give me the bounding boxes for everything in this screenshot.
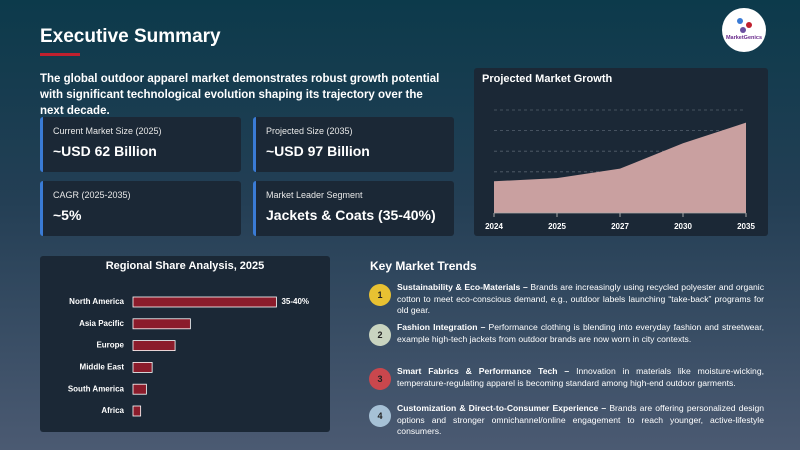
area-chart: Projected Market Growth 2024 2025 2027 2030… (474, 68, 768, 236)
intro: The global outdoor apparel market demons… (40, 73, 440, 117)
stat-label: Market Leader Segment (266, 190, 363, 200)
trend-title: Fashion Integration – (397, 322, 486, 332)
trend-number: 3 (369, 368, 391, 390)
trend-item: Sustainability & Eco-Materials – Brands … (397, 282, 764, 317)
y-tick-label: Asia Pacific (79, 319, 124, 328)
stat-card: Market Leader Segment Jackets & Coats (35… (253, 181, 454, 236)
y-tick-label: Europe (96, 341, 124, 350)
trend-title: Customization & Direct-to-Consumer Exper… (397, 403, 607, 413)
trend-number: 4 (369, 405, 391, 427)
trend-text: Performance clothing is blending into ev… (397, 322, 764, 344)
bar (132, 405, 142, 417)
logo-icon (737, 18, 752, 33)
trend-text: Innovation in materials like moisture-wi… (397, 366, 764, 388)
y-tick-label: Middle East (80, 363, 125, 372)
bar-chart: Regional Share Analysis, 2025 North Amer… (40, 256, 330, 432)
trend-item: Smart Fabrics & Performance Tech – Innov… (397, 366, 764, 389)
x-tick-label: 2027 (611, 222, 629, 231)
y-tick-label: South America (68, 384, 125, 393)
stat-value: Jackets & Coats (35-40%) (266, 207, 436, 223)
trends-title: Key Market Trends (370, 259, 477, 273)
title-underline (40, 53, 80, 56)
stat-label: Projected Size (2035) (266, 126, 353, 136)
bar (132, 296, 277, 308)
trend-number: 1 (369, 284, 391, 306)
stat-value: ~USD 97 Billion (266, 143, 370, 159)
stat-card: CAGR (2025-2035) ~5% (40, 181, 241, 236)
bar (132, 318, 191, 330)
area (494, 122, 746, 213)
stat-card: Projected Size (2035) ~USD 97 Billion (253, 117, 454, 172)
bar (132, 340, 176, 351)
x-tick-label: 2035 (737, 222, 755, 231)
stat-card: Current Market Size (2025) ~USD 62 Billio… (40, 117, 241, 172)
trend-text: Brands are offering personalized design … (397, 403, 765, 436)
logo: MarketGenics (722, 8, 766, 52)
bar (132, 383, 147, 395)
trend-number: 2 (369, 324, 391, 346)
chart-title: Projected Market Growth (482, 73, 612, 85)
title: Executive Summary (40, 26, 221, 47)
x-tick-label: 2030 (674, 222, 692, 231)
stat-label: CAGR (2025-2035) (53, 190, 131, 200)
trend-title: Smart Fabrics & Performance Tech – (397, 366, 570, 376)
trend-title: Sustainability & Eco-Materials – (397, 282, 528, 292)
y-tick-label: Africa (101, 406, 124, 415)
trend-item: Fashion Integration – Performance clothi… (397, 322, 764, 345)
logo-text: MarketGenics (725, 35, 763, 41)
y-tick-label: North America (69, 297, 124, 306)
bar (132, 362, 153, 373)
value-label: 35-40% (281, 297, 309, 306)
stat-value: ~USD 62 Billion (53, 143, 157, 159)
chart-title: Regional Share Analysis, 2025 (106, 260, 265, 272)
trend-text: Brands are increasingly using recycled p… (397, 282, 765, 315)
x-tick-label: 2025 (548, 222, 566, 231)
stat-label: Current Market Size (2025) (53, 126, 162, 136)
x-tick-label: 2024 (485, 222, 503, 231)
trend-item: Customization & Direct-to-Consumer Exper… (397, 403, 764, 438)
stat-value: ~5% (53, 207, 82, 223)
